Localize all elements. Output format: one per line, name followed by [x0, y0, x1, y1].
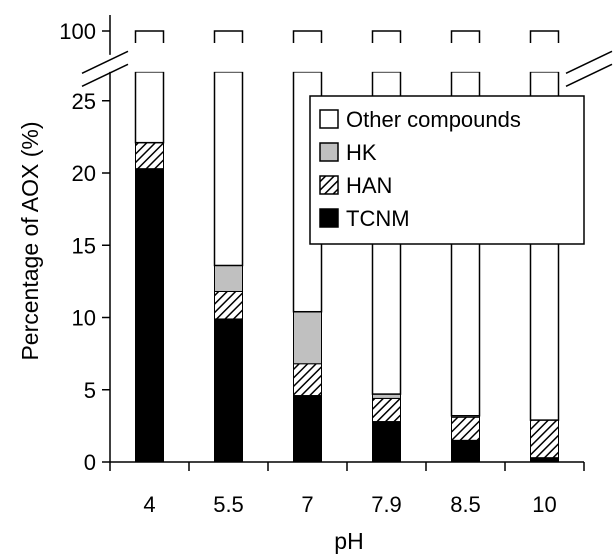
x-tick-label-2: 7: [301, 492, 313, 517]
bar-other-compounds-lower-1: [213, 71, 244, 267]
y-tick-label-0: 0: [84, 450, 96, 475]
bars-layer: [134, 30, 560, 463]
axis-break-mark-right-2: [565, 63, 613, 88]
y-tick-label-5: 5: [84, 378, 96, 403]
tick-labels-layer: 0 5 10 15 20 25 100 4 5.5 7 7.9 8.5 10: [59, 19, 556, 517]
bar-tcnm-3: [372, 421, 401, 463]
bar-other-compounds-lower-0: [134, 71, 165, 144]
bar-other-compounds-upper-2: [293, 31, 322, 43]
bar-han-1: [214, 290, 243, 320]
legend-label-other-compounds: Other compounds: [346, 107, 521, 132]
axis-break-mark-right-1: [565, 50, 613, 75]
bar-tcnm-4: [451, 439, 480, 463]
bar-hk-1: [214, 264, 243, 292]
legend-label-han: HAN: [346, 173, 392, 198]
bar-other-compounds-top-4: [450, 30, 481, 43]
bar-other-compounds-upper-4: [451, 31, 480, 43]
legend-swatch-han: [319, 175, 339, 195]
bar-other-compounds-upper-5: [530, 31, 559, 43]
x-tick-label-0: 4: [143, 492, 155, 517]
bar-other-compounds-upper-0: [135, 31, 164, 43]
bar-tcnm-0: [135, 168, 164, 463]
bar-other-compounds-top-5: [529, 30, 560, 43]
axes-layer: [80, 15, 615, 471]
legend-swatch-other-compounds: [319, 109, 339, 129]
bar-other-compounds-upper-1: [214, 31, 243, 43]
axis-break-mark-left-1: [81, 50, 129, 75]
legend-swatch-tcnm: [319, 208, 339, 228]
bar-han-5: [530, 419, 559, 459]
bar-other-compounds-top-2: [292, 30, 323, 43]
legend-label-hk: HK: [346, 140, 377, 165]
bar-other-compounds-top-3: [371, 30, 402, 43]
bar-han-2: [293, 363, 322, 397]
legend-box: [309, 95, 585, 245]
bar-tcnm-2: [293, 395, 322, 463]
bar-other-compounds-top-0: [134, 30, 165, 43]
axis-break-gap: [80, 54, 615, 72]
bar-han-4: [451, 416, 480, 441]
y-tick-label-100: 100: [59, 19, 96, 44]
y-axis-title: Percentage of AOX (%): [17, 121, 43, 360]
y-tick-label-25: 25: [72, 89, 96, 114]
axis-break-mark-left-2: [81, 63, 129, 88]
legend-swatch-hk: [319, 142, 339, 162]
x-tick-label-1: 5.5: [213, 492, 244, 517]
bar-other-compounds-upper-3: [372, 31, 401, 43]
bar-tcnm-1: [214, 318, 243, 463]
legend-label-tcnm: TCNM: [346, 206, 410, 231]
bar-han-0: [135, 142, 164, 170]
y-tick-label-10: 10: [72, 306, 96, 331]
bar-other-compounds-top-1: [213, 30, 244, 43]
bar-hk-2: [293, 311, 322, 365]
x-tick-label-3: 7.9: [371, 492, 402, 517]
y-tick-label-15: 15: [72, 233, 96, 258]
legend: Other compounds HK HAN TCNM: [309, 95, 585, 245]
y-tick-label-20: 20: [72, 161, 96, 186]
x-tick-label-4: 8.5: [450, 492, 481, 517]
x-axis-title: pH: [334, 528, 363, 554]
bar-han-3: [372, 397, 401, 423]
x-tick-label-5: 10: [532, 492, 556, 517]
